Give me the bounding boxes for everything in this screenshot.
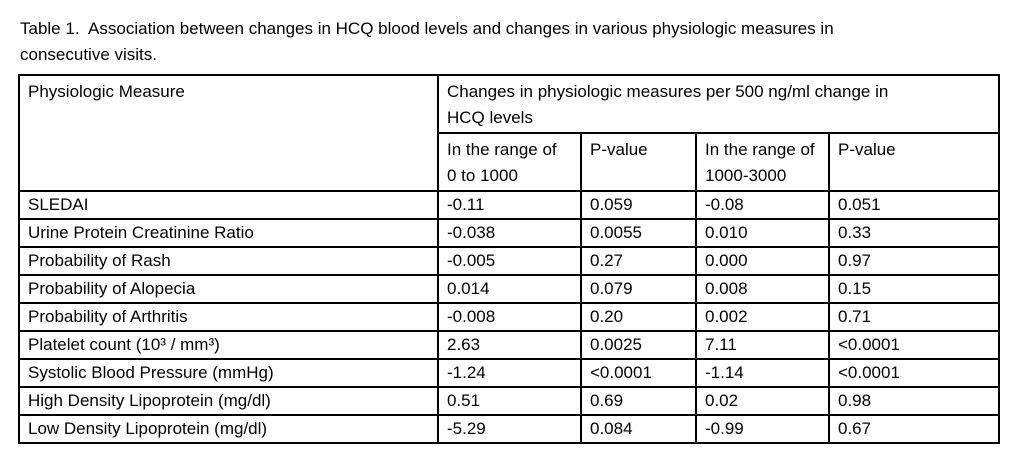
value-cell: 2.63 bbox=[437, 330, 582, 360]
value-cell: 0.010 bbox=[695, 218, 830, 248]
table-row: SLEDAI -0.11 0.059 -0.08 0.051 bbox=[18, 190, 1001, 220]
table-caption: Table 1. Association between changes in … bbox=[20, 19, 834, 64]
value-cell: 0.67 bbox=[827, 414, 1001, 444]
table-row: Urine Protein Creatinine Ratio -0.038 0.… bbox=[18, 218, 1001, 248]
table-row: Probability of Alopecia 0.014 0.079 0.00… bbox=[18, 274, 1001, 304]
header-group: Changes in physiologic measures per 500 … bbox=[436, 74, 1001, 134]
value-cell: <0.0001 bbox=[827, 358, 1001, 388]
measure-cell: Systolic Blood Pressure (mmHg) bbox=[18, 358, 439, 388]
value-cell: -1.24 bbox=[437, 358, 582, 388]
value-cell: 0.33 bbox=[827, 218, 1001, 248]
measure-cell: Probability of Alopecia bbox=[18, 274, 439, 304]
value-cell: 0.008 bbox=[695, 274, 830, 304]
value-cell: -5.29 bbox=[437, 414, 582, 444]
header-row-sub: In the range of 0 to 1000 P-value In the… bbox=[19, 132, 1001, 192]
measure-cell: Platelet count (10³ / mm³) bbox=[18, 330, 439, 360]
header-pvalue-1: P-value bbox=[580, 132, 697, 192]
table-row: High Density Lipoprotein (mg/dl) 0.51 0.… bbox=[18, 386, 1001, 416]
value-cell: 0.97 bbox=[827, 246, 1001, 276]
value-cell: 0.71 bbox=[827, 302, 1001, 332]
value-cell: 0.20 bbox=[580, 302, 697, 332]
value-cell: 0.079 bbox=[580, 274, 697, 304]
header-range-1000-3000: In the range of 1000-3000 bbox=[695, 132, 830, 192]
table-row: Systolic Blood Pressure (mmHg) -1.24 <0.… bbox=[18, 358, 1001, 388]
header-range-0-1000: In the range of 0 to 1000 bbox=[437, 132, 582, 192]
value-cell: 0.0055 bbox=[580, 218, 697, 248]
value-cell: 0.000 bbox=[695, 246, 830, 276]
measure-cell: SLEDAI bbox=[18, 190, 439, 220]
value-cell: -0.008 bbox=[437, 302, 582, 332]
value-cell: -0.038 bbox=[437, 218, 582, 248]
measure-cell: High Density Lipoprotein (mg/dl) bbox=[18, 386, 439, 416]
value-cell: 0.69 bbox=[580, 386, 697, 416]
value-cell: 0.051 bbox=[827, 190, 1001, 220]
measure-cell: Probability of Arthritis bbox=[18, 302, 439, 332]
value-cell: <0.0001 bbox=[580, 358, 697, 388]
value-cell: -1.14 bbox=[695, 358, 830, 388]
value-cell: 0.51 bbox=[437, 386, 582, 416]
value-cell: 0.15 bbox=[827, 274, 1001, 304]
value-cell: 0.02 bbox=[695, 386, 830, 416]
header-pvalue-2: P-value bbox=[827, 132, 1001, 192]
header-physiologic-measure: Physiologic Measure bbox=[18, 74, 439, 192]
value-cell: -0.005 bbox=[437, 246, 582, 276]
association-table: Physiologic Measure Changes in physiolog… bbox=[18, 74, 1001, 444]
value-cell: -0.08 bbox=[695, 190, 830, 220]
value-cell: 0.002 bbox=[695, 302, 830, 332]
value-cell: 0.27 bbox=[580, 246, 697, 276]
measure-cell: Urine Protein Creatinine Ratio bbox=[18, 218, 439, 248]
measure-cell: Low Density Lipoprotein (mg/dl) bbox=[18, 414, 439, 444]
value-cell: 0.98 bbox=[827, 386, 1001, 416]
value-cell: <0.0001 bbox=[827, 330, 1001, 360]
value-cell: -0.99 bbox=[695, 414, 830, 444]
table-row: Platelet count (10³ / mm³) 2.63 0.0025 7… bbox=[18, 330, 1001, 360]
value-cell: 7.11 bbox=[695, 330, 830, 360]
value-cell: 0.0025 bbox=[580, 330, 697, 360]
table-row: Probability of Arthritis -0.008 0.20 0.0… bbox=[18, 302, 1001, 332]
value-cell: 0.014 bbox=[437, 274, 582, 304]
measure-cell: Probability of Rash bbox=[18, 246, 439, 276]
table-row: Probability of Rash -0.005 0.27 0.000 0.… bbox=[18, 246, 1001, 276]
value-cell: -0.11 bbox=[437, 190, 582, 220]
value-cell: 0.084 bbox=[580, 414, 697, 444]
table-row: Low Density Lipoprotein (mg/dl) -5.29 0.… bbox=[18, 414, 1001, 444]
value-cell: 0.059 bbox=[580, 190, 697, 220]
header-row-group: Physiologic Measure Changes in physiolog… bbox=[18, 74, 1001, 192]
